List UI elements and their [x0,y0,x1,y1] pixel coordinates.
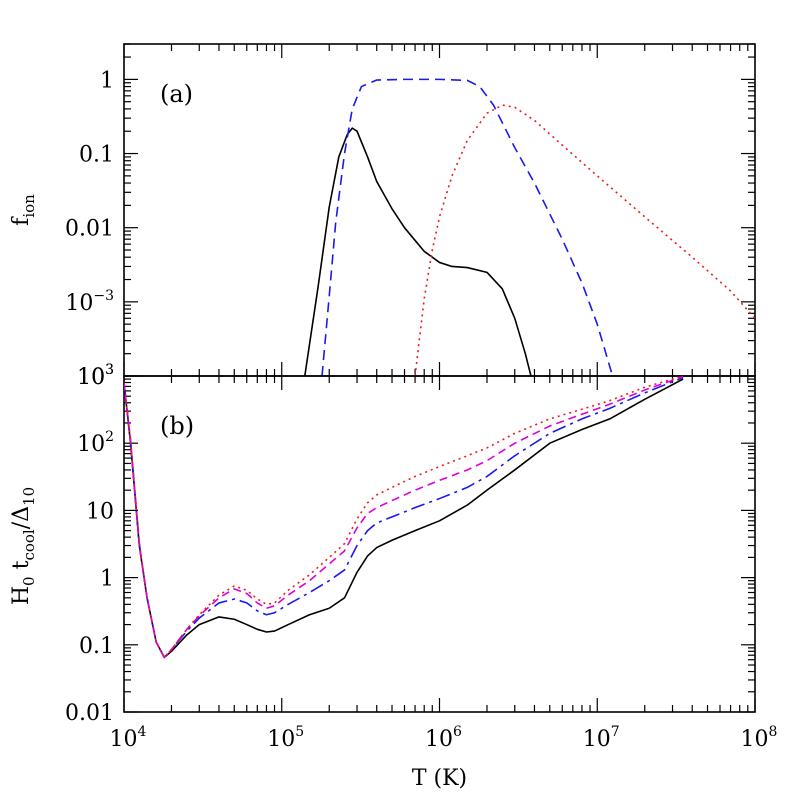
series-line-1 [124,376,684,659]
y-tick-label-base: 10 [86,499,114,524]
x-tick-label-base: 10 [110,727,138,752]
y-axis-label-part: t [9,560,34,576]
y-axis-label-part: H [9,586,34,605]
y-tick-label-base: 1 [100,68,114,93]
y-axis-label-subscript: ion [20,194,38,218]
y-tick-label-base: 10 [77,365,105,390]
series-line-0 [304,127,532,376]
y-axis-label-main: f [9,216,34,226]
y-tick-label: 10 [86,499,114,524]
y-tick-label-base: 10 [77,432,105,457]
y-tick-label: 0.1 [79,634,114,659]
y-tick-label-base: 0.01 [65,217,114,242]
x-tick-label: 104 [110,724,147,752]
y-tick-label: 0.01 [65,701,114,726]
x-tick-label-exponent: 7 [611,724,620,740]
series-line-0 [124,378,684,659]
y-tick-label: 1 [100,567,114,592]
y-tick-label-base: 0.1 [79,634,114,659]
y-tick-label: 103 [77,362,114,390]
y-tick-label-base: 1 [100,567,114,592]
y-axis-label-part: /Δ [9,506,34,529]
panel-label: (a) [160,80,193,108]
x-axis-label: T (K) [412,766,467,791]
y-axis-label: fion [9,194,38,226]
y-axis-label: H0 tcool/Δ10 [9,487,38,605]
y-tick-label-base: 10 [77,365,105,390]
x-tick-label-exponent: 8 [769,724,778,740]
y-tick-label: 10−3 [65,288,114,316]
x-tick-label-exponent: 6 [453,724,462,740]
x-tick-label-base: 10 [583,727,611,752]
x-tick-label-base: 10 [741,727,769,752]
y-tick-label-exponent: 3 [105,362,114,378]
y-tick-label: 102 [77,429,114,457]
y-tick-label: 103 [77,362,114,390]
y-tick-label: 0.1 [79,143,114,168]
plot-frame [123,375,756,713]
y-axis-label-subscript: 10 [20,487,38,506]
panel-label: (b) [160,412,194,440]
y-tick-label-exponent: 3 [105,362,114,378]
x-tick-label-base: 10 [267,727,295,752]
x-tick-label-exponent: 4 [138,724,147,740]
y-axis-label-subscript: cool [20,529,38,560]
y-axis-label-subscript: 0 [20,576,38,586]
y-tick-label-base: 0.1 [79,143,114,168]
x-tick-label: 107 [583,724,620,752]
y-tick-label-base: 0.01 [65,701,114,726]
plot-frame [123,43,756,377]
x-tick-label-base: 10 [425,727,453,752]
x-tick-label: 108 [741,724,778,752]
series-line-3 [124,376,684,659]
y-tick-label-exponent: −3 [93,288,114,304]
y-tick-label: 0.01 [65,217,114,242]
x-tick-label: 105 [267,724,304,752]
y-tick-label-base: 10 [65,291,93,316]
y-tick-label-exponent: 2 [105,429,114,445]
y-tick-label: 1 [100,68,114,93]
series-line-2 [124,376,684,659]
series-line-1 [321,78,614,376]
x-tick-label: 106 [425,724,462,752]
x-tick-label-exponent: 5 [295,724,304,740]
series-line-2 [414,104,755,376]
